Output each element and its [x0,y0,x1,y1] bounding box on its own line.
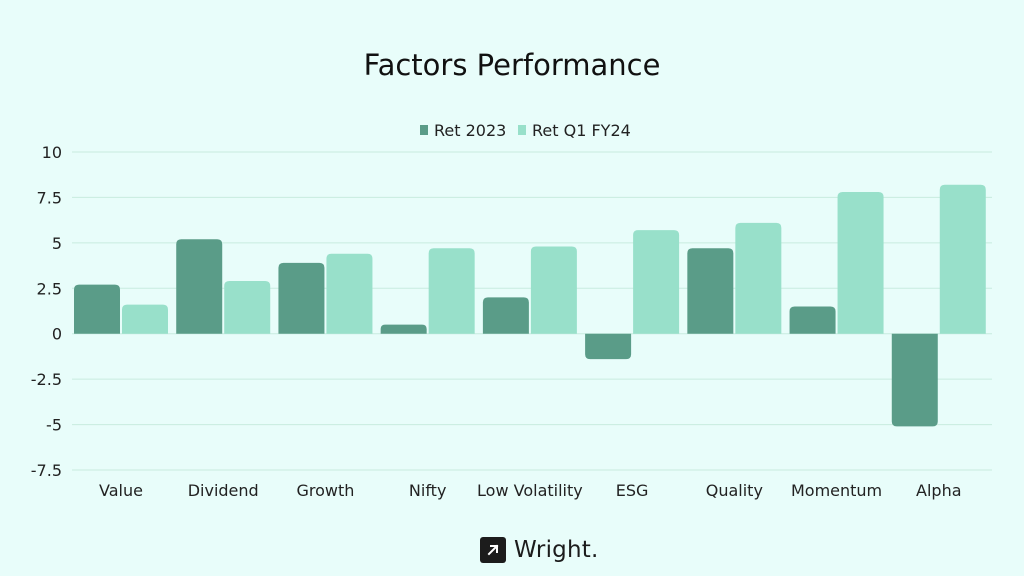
y-tick-label: 0 [52,325,62,344]
y-tick-label: -7.5 [31,461,62,480]
bar-ret-2023-growth [278,262,325,334]
legend-swatch-ret-q1-fy24 [518,125,526,135]
bar-ret-q1-fy24-momentum [837,191,884,334]
x-axis-categories: Value Dividend Growth Nifty Low Volatility ES… [99,481,961,500]
x-category-label: Dividend [188,481,259,500]
bar-ret-2023-value [74,284,120,334]
y-tick-label: -2.5 [31,370,62,389]
x-category-label: Low Volatility [477,481,583,500]
bar-ret-2023-nifty [380,324,427,334]
bar-ret-2023-esg [585,333,632,360]
y-tick-label: 7.5 [37,188,62,207]
bar-ret-q1-fy24-esg [633,230,680,334]
bar-ret-q1-fy24-nifty [428,248,475,334]
legend: Ret 2023 Ret Q1 FY24 [420,121,631,140]
x-category-label: Quality [706,481,763,500]
y-tick-label: 2.5 [37,279,62,298]
brand-logo: Wright. [480,535,598,565]
x-category-label: ESG [616,481,649,500]
arrow-up-right-icon [480,537,506,563]
legend-label-ret-q1-fy24: Ret Q1 FY24 [532,121,631,140]
bar-ret-q1-fy24-low-volatility [530,246,577,334]
brand-name: Wright. [514,537,599,563]
y-tick-label: 5 [52,234,62,253]
bar-ret-q1-fy24-quality [735,222,782,334]
bar-ret-2023-low-volatility [482,297,529,334]
y-tick-label: 10 [42,143,62,162]
x-category-label: Value [99,481,143,500]
bar-ret-2023-alpha [891,333,938,427]
legend-swatch-ret-2023 [420,125,428,135]
y-tick-label: -5 [46,416,62,435]
bar-ret-2023-momentum [789,306,836,334]
bar-ret-q1-fy24-alpha [939,184,986,334]
bar-ret-2023-dividend [176,239,223,334]
bars [74,184,986,427]
bar-ret-q1-fy24-dividend [224,281,271,334]
chart-title: Factors Performance [364,48,661,82]
bar-ret-q1-fy24-growth [326,253,373,334]
y-axis-ticks: 10 7.5 5 2.5 0 -2.5 -5 -7.5 [31,143,62,480]
x-category-label: Nifty [409,481,447,500]
x-category-label: Alpha [916,481,962,500]
legend-label-ret-2023: Ret 2023 [434,121,506,140]
x-category-label: Growth [296,481,354,500]
bar-ret-q1-fy24-value [122,304,168,334]
x-category-label: Momentum [791,481,882,500]
bar-ret-2023-quality [687,248,734,334]
